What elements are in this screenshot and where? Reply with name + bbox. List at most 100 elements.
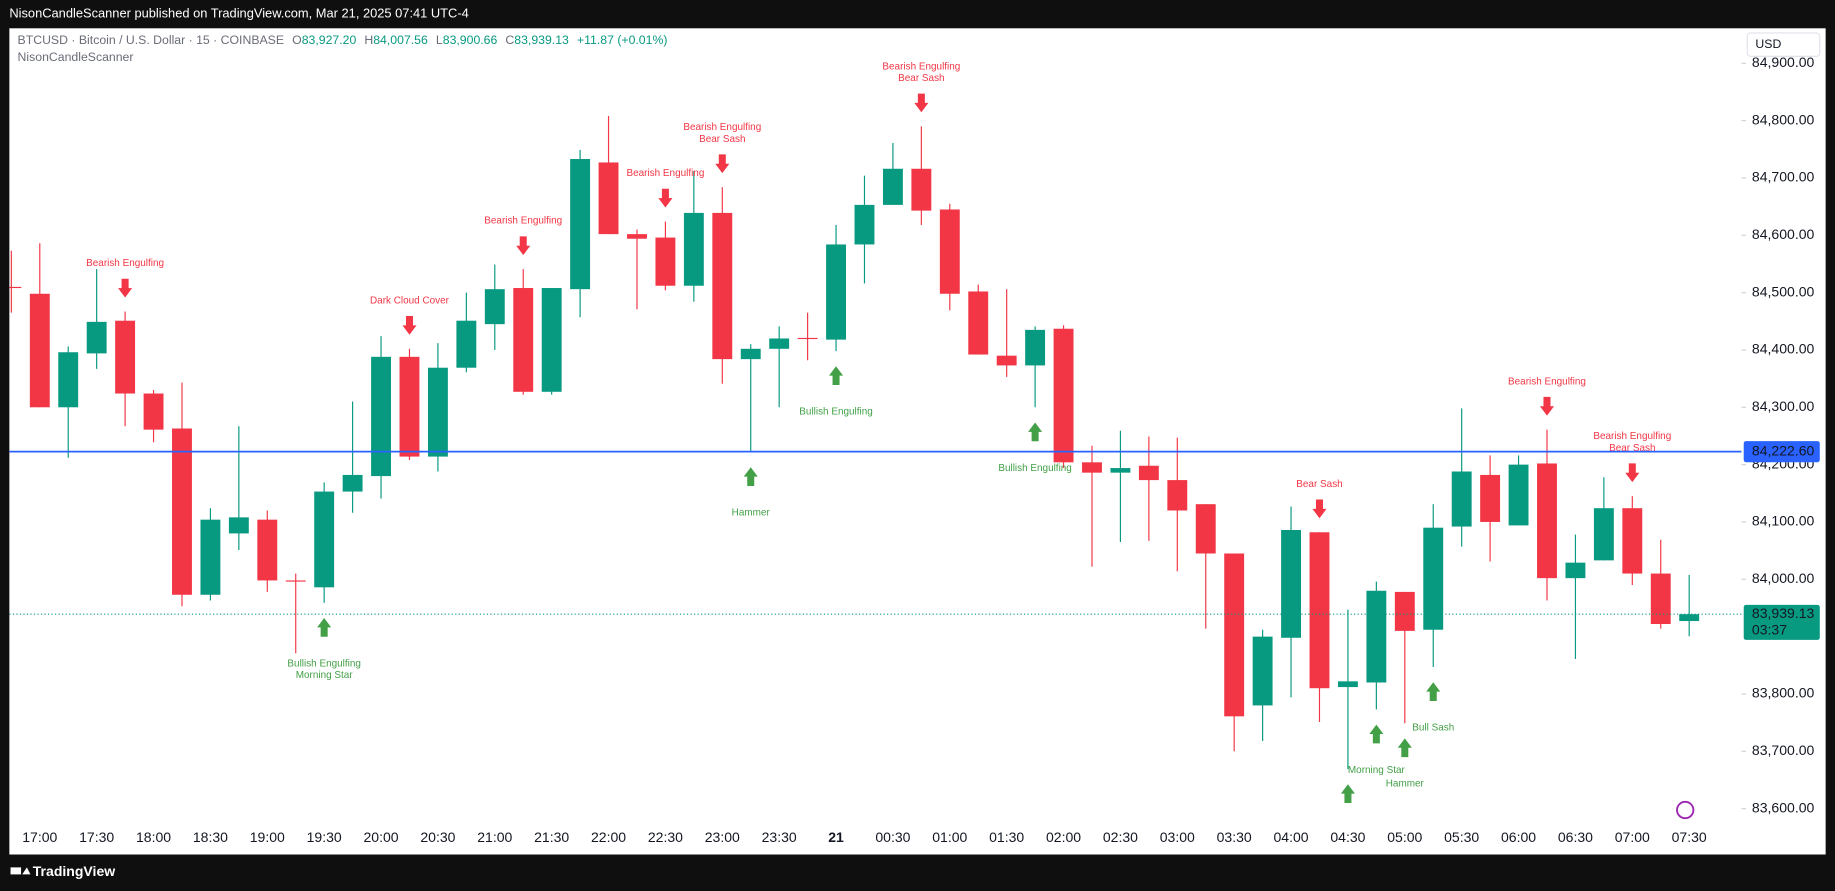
x-tick-label: 02:00 <box>1046 829 1081 845</box>
candle-body <box>9 286 22 289</box>
x-tick-label: 05:00 <box>1387 829 1422 845</box>
candle-body <box>1508 464 1529 526</box>
footer-brand: TradingView <box>33 863 115 879</box>
candle-body <box>1394 591 1415 631</box>
x-tick-label: 18:00 <box>136 829 171 845</box>
chart-pane <box>9 28 1826 855</box>
candle-body <box>911 168 932 211</box>
candle-body <box>143 393 164 430</box>
bearish-arrow <box>1625 463 1640 483</box>
last-price-box <box>1743 604 1820 640</box>
candle-body <box>712 212 733 360</box>
x-tick-label: 21 <box>828 829 844 845</box>
ohlc-label: H <box>364 33 373 47</box>
candle-body <box>797 337 818 340</box>
candle-body <box>29 293 50 408</box>
hline-label-box <box>1743 441 1820 463</box>
candle-body <box>1224 553 1245 717</box>
x-tick-label: 05:30 <box>1444 829 1479 845</box>
x-tick-label: 23:30 <box>762 829 797 845</box>
candle-body <box>996 355 1017 366</box>
candle-body <box>58 352 79 408</box>
candle-body <box>655 237 676 286</box>
candle-body <box>1565 562 1586 579</box>
candle-body <box>285 580 306 582</box>
candle-body <box>598 162 619 235</box>
y-tick-label: 84,100.00 <box>1752 513 1815 529</box>
x-tick-label: 19:00 <box>250 829 285 845</box>
pattern-label: Bear Sash <box>1609 443 1655 454</box>
candle-body <box>1337 681 1358 688</box>
ohlc-value: 83,939.13 <box>514 33 569 47</box>
ohlc-value: 83,927.20 <box>302 33 357 47</box>
candle-body <box>513 288 534 392</box>
pattern-label: Bear Sash <box>1296 479 1342 490</box>
last-price-label: 83,939.13 <box>1752 605 1815 621</box>
candle-body <box>939 209 960 294</box>
bearish-arrow <box>658 188 673 208</box>
indicator-name: NisonCandleScanner <box>18 50 134 64</box>
x-tick-label: 02:30 <box>1103 829 1138 845</box>
y-tick-label: 84,600.00 <box>1752 226 1815 242</box>
y-tick-label: 83,700.00 <box>1752 742 1815 758</box>
x-tick-label: 17:30 <box>79 829 114 845</box>
bullish-arrow <box>317 618 332 637</box>
bullish-arrow <box>1426 682 1441 701</box>
bearish-arrow <box>118 278 133 298</box>
y-tick-label: 84,900.00 <box>1752 54 1815 70</box>
x-tick-label: 22:00 <box>591 829 626 845</box>
pattern-label: Bear Sash <box>898 73 944 84</box>
pattern-label: Morning Star <box>1348 765 1406 776</box>
bearish-arrow <box>516 236 531 256</box>
ohlc-value: 84,007.56 <box>373 33 428 47</box>
bullish-arrow <box>1369 724 1384 744</box>
candle-body <box>882 168 903 205</box>
candle-body <box>1281 529 1302 638</box>
candle-body <box>1480 474 1501 522</box>
candle-body <box>342 474 363 492</box>
candle-body <box>257 519 278 581</box>
y-tick-label: 84,300.00 <box>1752 398 1815 414</box>
candle-body <box>1053 328 1074 463</box>
currency[interactable]: USD <box>1755 37 1781 51</box>
assistant-icon[interactable] <box>1676 800 1695 820</box>
published-note: NisonCandleScanner published on TradingV… <box>9 6 468 21</box>
x-tick-label: 03:00 <box>1160 829 1195 845</box>
candle-body <box>228 517 249 534</box>
candle-body <box>1537 463 1557 579</box>
bearish-arrow <box>402 316 417 335</box>
x-tick-label: 17:00 <box>22 829 57 845</box>
x-tick-label: 18:30 <box>193 829 228 845</box>
candle-body <box>627 234 647 239</box>
currency-button[interactable] <box>1746 32 1821 57</box>
ohlc-label: C <box>505 33 514 47</box>
pattern-label: Bull Sash <box>1412 722 1454 733</box>
candle-body <box>683 212 704 286</box>
change: +11.87 (+0.01%) <box>577 33 667 47</box>
x-tick-label: 01:30 <box>989 829 1024 845</box>
y-tick-label: 84,800.00 <box>1752 111 1815 127</box>
y-tick-label: 84,400.00 <box>1752 341 1815 357</box>
candle-body <box>1622 508 1643 574</box>
bullish-arrow <box>829 366 844 386</box>
pattern-label: Bearish Engulfing <box>484 216 562 227</box>
candle-body <box>1309 532 1330 689</box>
candle-body <box>1593 508 1614 561</box>
pattern-label: Bearish Engulfing <box>882 61 960 72</box>
candle-body <box>484 289 505 325</box>
bullish-arrow <box>1028 422 1043 442</box>
pattern-label: Bullish Engulfing <box>998 463 1071 474</box>
candle-body <box>1025 329 1046 366</box>
candle-body <box>1082 462 1102 473</box>
candle-body <box>427 367 448 457</box>
x-tick-label: 03:30 <box>1217 829 1252 845</box>
x-tick-label: 04:00 <box>1273 829 1308 845</box>
y-tick-label: 83,800.00 <box>1752 685 1815 701</box>
pattern-label: Bear Sash <box>699 134 745 145</box>
pattern-label: Bullish Engulfing <box>799 407 872 418</box>
candle-body <box>1110 468 1131 473</box>
candle-body <box>172 428 192 595</box>
x-tick-label: 07:30 <box>1672 829 1707 845</box>
pattern-label: Bearish Engulfing <box>1508 376 1586 387</box>
